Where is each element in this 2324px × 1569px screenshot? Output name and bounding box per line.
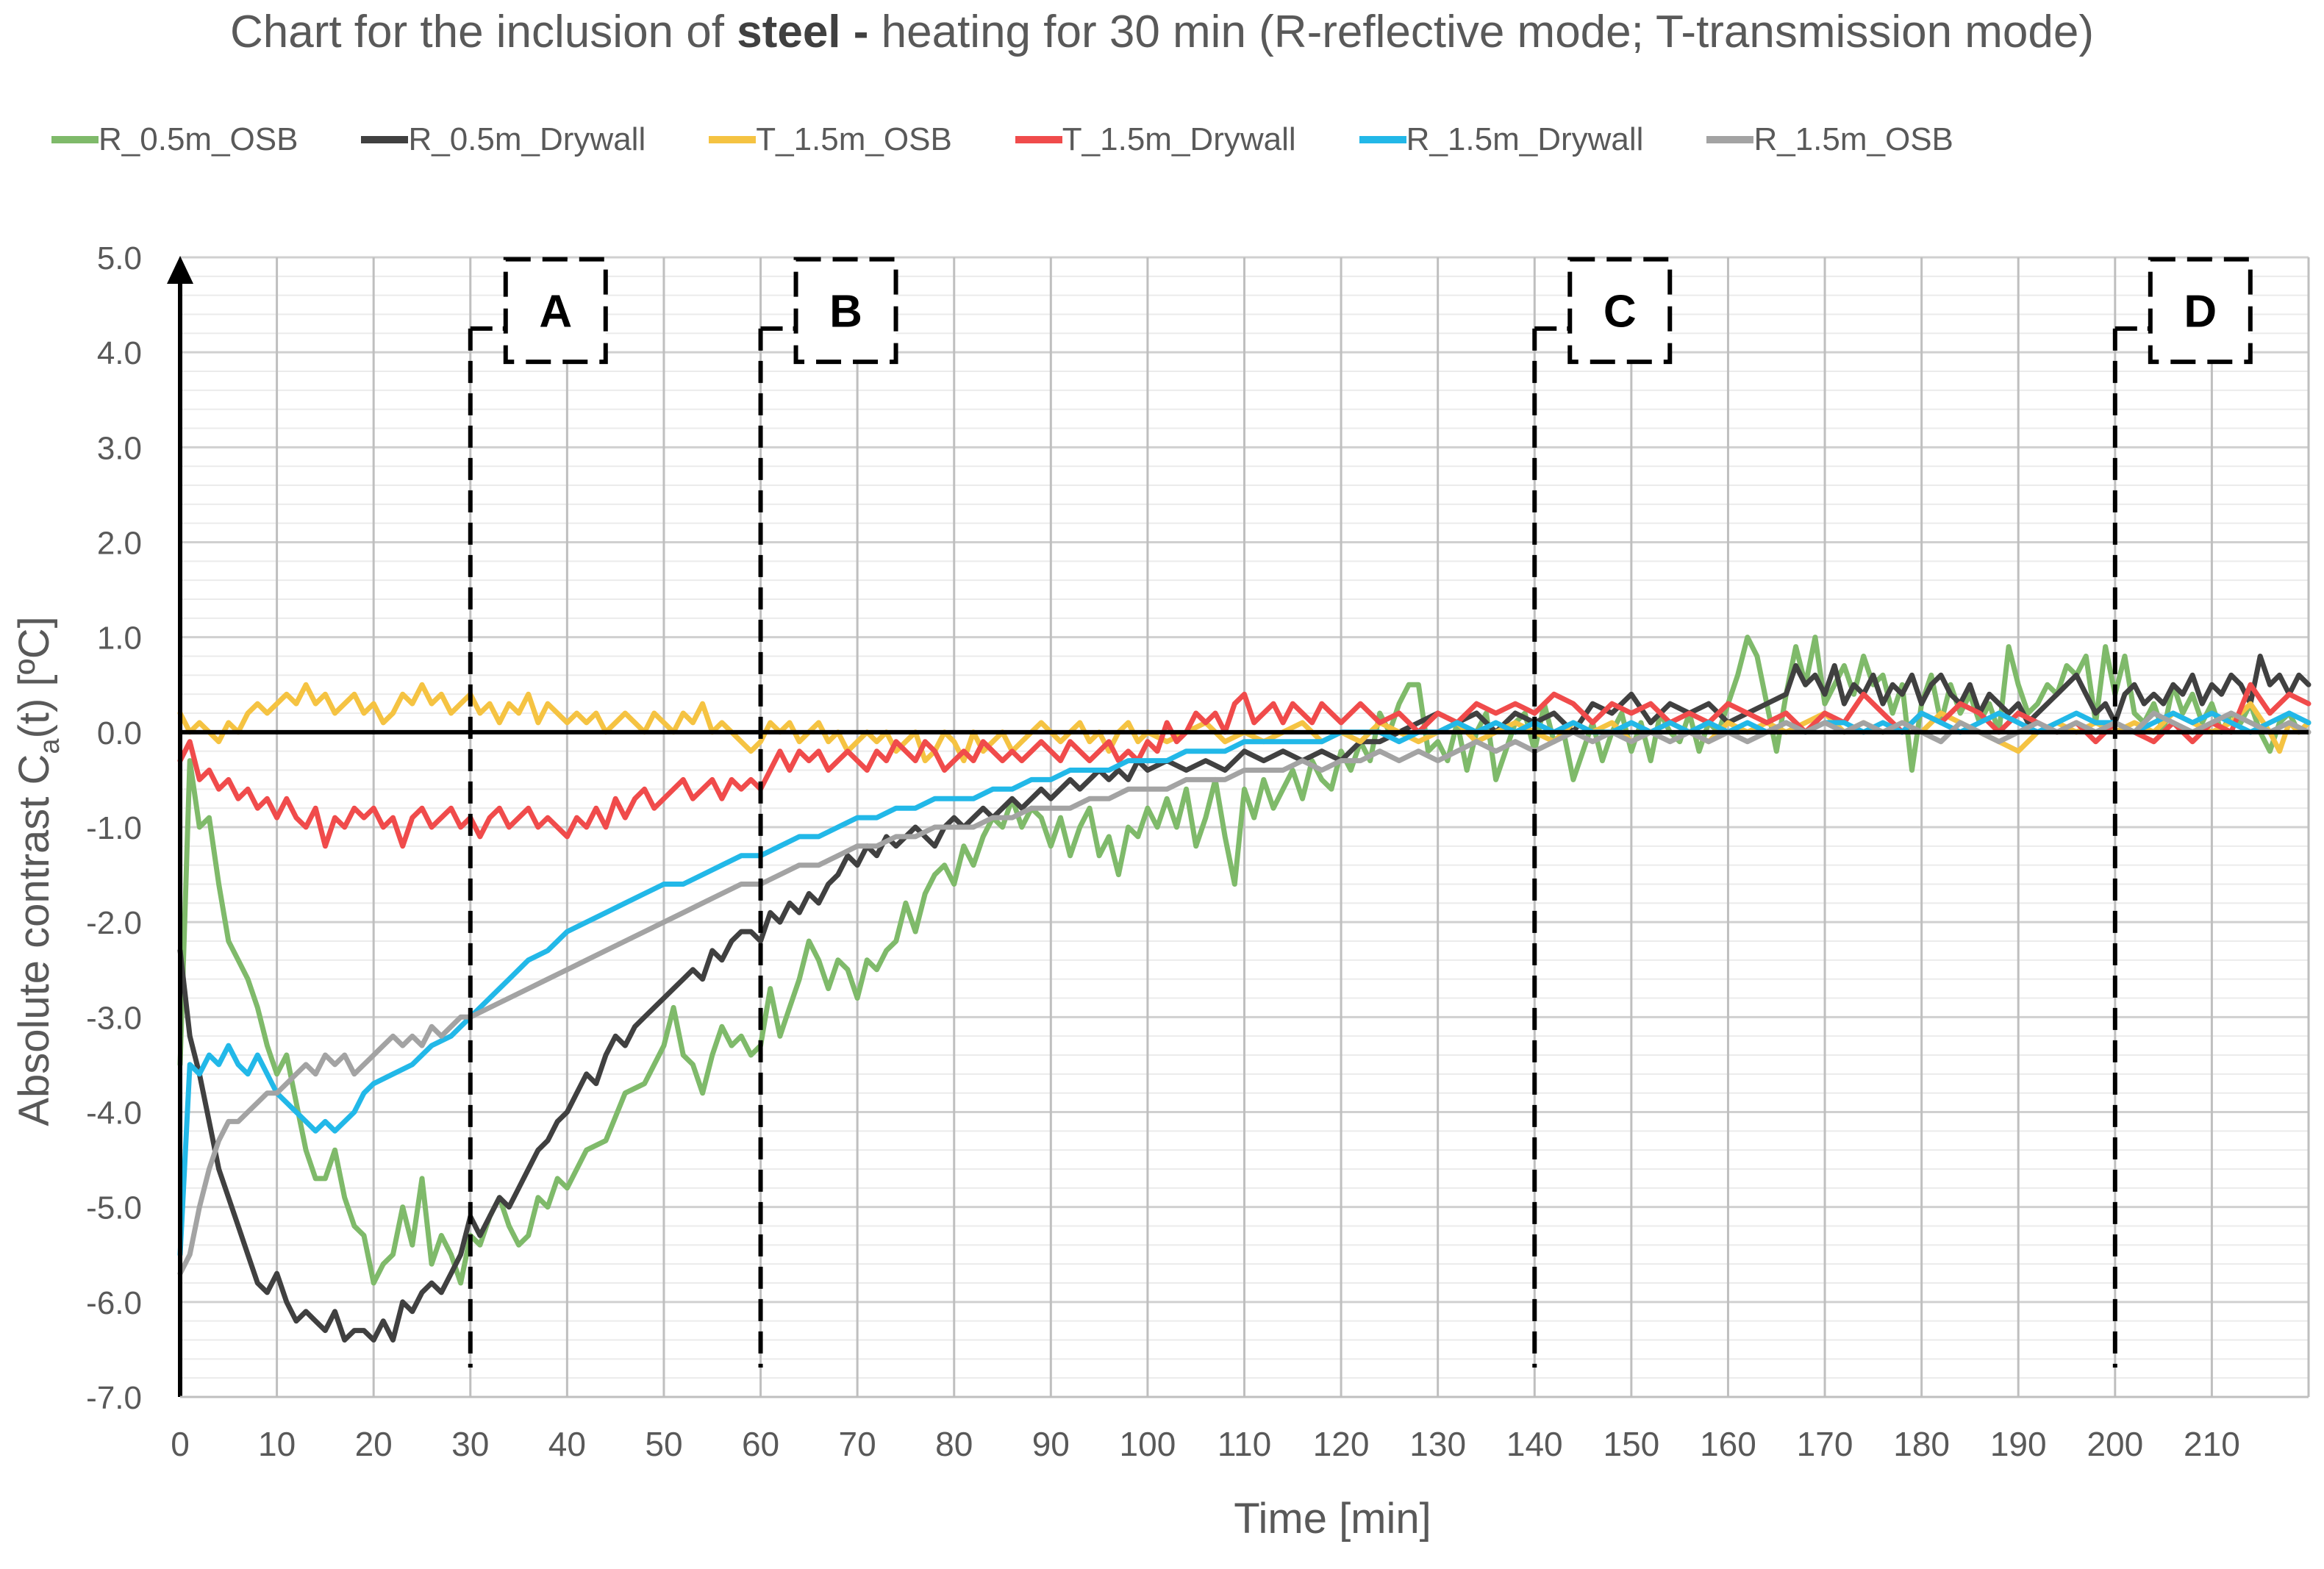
legend-item: T_1.5m_OSB: [709, 121, 952, 158]
marker-label-A: A: [539, 286, 572, 337]
x-tick-label: 190: [1990, 1425, 2047, 1463]
legend-item: R_0.5m_OSB: [51, 121, 298, 158]
x-tick-label: 100: [1120, 1425, 1176, 1463]
legend-swatch: [709, 136, 757, 143]
legend-label: R_0.5m_Drywall: [408, 121, 646, 157]
y-tick-label: -4.0: [86, 1096, 142, 1132]
x-tick-label: 140: [1506, 1425, 1563, 1463]
y-axis-title: Absolute contrast Ca(t) [ºC]: [10, 616, 65, 1126]
markers-layer: A B C D: [468, 257, 2253, 1368]
marker-label-D: D: [2184, 286, 2217, 337]
x-tick-label: 170: [1797, 1425, 1853, 1463]
y-axis-title-main: Absolute contrast C: [10, 754, 58, 1126]
marker-box-C: [1567, 257, 1673, 365]
title-suffix: heating for 30 min (R-reflective mode; T…: [868, 7, 2095, 57]
x-tick-label: 40: [548, 1425, 586, 1463]
legend-swatch: [1359, 136, 1406, 143]
y-axis-arrow: [167, 256, 193, 284]
grid: [179, 256, 2310, 1398]
x-tick-label: 160: [1700, 1425, 1756, 1463]
x-tick-label: 90: [1032, 1425, 1070, 1463]
x-tick-label: 50: [645, 1425, 682, 1463]
x-tick-label: 210: [2184, 1425, 2240, 1463]
x-tick-label: 60: [742, 1425, 779, 1463]
legend-item: R_1.5m_Drywall: [1359, 121, 1644, 158]
legend: R_0.5m_OSB R_0.5m_Drywall T_1.5m_OSB T_1.5m…: [51, 118, 2017, 162]
series-line-R_1.5m_OSB: [177, 710, 2312, 1276]
chart-title: Chart for the inclusion of steel - heati…: [0, 6, 2324, 58]
x-tick-label: 30: [451, 1425, 489, 1463]
legend-swatch: [51, 136, 99, 143]
marker-box-A: [503, 257, 608, 365]
title-bold: steel -: [737, 7, 869, 57]
axes-layer: [167, 256, 2309, 1398]
marker-label-C: C: [1603, 286, 1637, 337]
x-axis-title: Time [min]: [1234, 1495, 1431, 1543]
legend-label: R_0.5m_OSB: [99, 121, 298, 157]
y-tick-label: -7.0: [86, 1380, 142, 1416]
x-tick-label: 110: [1218, 1425, 1271, 1463]
y-tick-label: 1.0: [97, 621, 142, 657]
legend-item: R_1.5m_OSB: [1706, 121, 1953, 158]
labels-layer: 5.0 4.0 3.0 2.0 1.0 0.0 -1.0 -2.0 -3.0 -4.0 -5.0 -6…: [10, 240, 2240, 1543]
legend-item: T_1.5m_Drywall: [1015, 121, 1296, 158]
series-layer: [177, 635, 2312, 1343]
marker-box-D: [2148, 257, 2253, 365]
y-tick-label: 3.0: [97, 430, 142, 466]
x-tick-label: 70: [839, 1425, 876, 1463]
y-tick-label: -5.0: [86, 1190, 142, 1226]
y-tick-label: 2.0: [97, 526, 142, 562]
x-tick-label: 130: [1409, 1425, 1466, 1463]
series-line-R_1.5m_Drywall: [177, 710, 2312, 1257]
y-axis-title-rest: (t) [ºC]: [10, 616, 58, 738]
series-line-R_0.5m_OSB: [177, 635, 2312, 1286]
y-tick-label: 0.0: [97, 715, 142, 751]
legend-swatch: [1015, 136, 1062, 143]
x-tick-label: 20: [355, 1425, 393, 1463]
x-tick-label: 180: [1893, 1425, 1950, 1463]
legend-item: R_0.5m_Drywall: [361, 121, 646, 158]
x-tick-label: 80: [935, 1425, 973, 1463]
y-axis-title-sub: a: [35, 738, 65, 754]
x-tick-label: 10: [258, 1425, 296, 1463]
x-tick-label: 0: [171, 1425, 190, 1463]
marker-label-B: B: [829, 286, 862, 337]
y-tick-label: -3.0: [86, 1000, 142, 1036]
x-tick-label: 120: [1313, 1425, 1370, 1463]
y-tick-label: 4.0: [97, 335, 142, 371]
legend-label: T_1.5m_OSB: [756, 121, 952, 157]
x-tick-label: 150: [1603, 1425, 1659, 1463]
y-tick-label: -6.0: [86, 1285, 142, 1321]
title-prefix: Chart for the inclusion of: [229, 7, 737, 57]
series-line-T_1.5m_Drywall: [177, 682, 2312, 849]
marker-box-B: [793, 257, 898, 365]
legend-swatch: [1706, 136, 1754, 143]
legend-swatch: [361, 136, 409, 143]
legend-label: T_1.5m_Drywall: [1062, 121, 1296, 157]
x-tick-label: 200: [2087, 1425, 2143, 1463]
legend-label: R_1.5m_OSB: [1753, 121, 1953, 157]
y-tick-label: -2.0: [86, 905, 142, 941]
legend-label: R_1.5m_Drywall: [1406, 121, 1644, 157]
y-tick-label: 5.0: [97, 240, 142, 276]
series-line-R_0.5m_Drywall: [177, 654, 2312, 1343]
y-tick-label: -1.0: [86, 810, 142, 846]
